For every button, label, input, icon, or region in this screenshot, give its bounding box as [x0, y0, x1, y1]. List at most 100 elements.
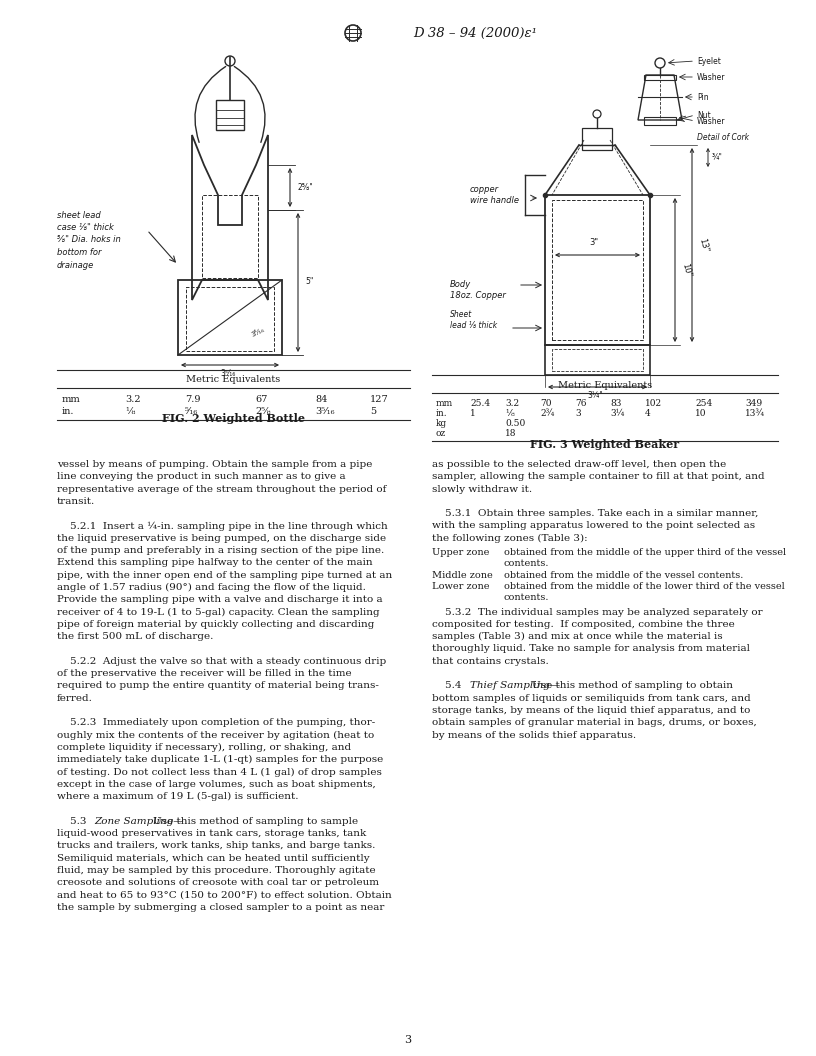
Text: with the sampling apparatus lowered to the point selected as: with the sampling apparatus lowered to t…: [432, 522, 755, 530]
Text: Metric Equivalents: Metric Equivalents: [186, 376, 281, 384]
Text: Nut: Nut: [697, 111, 711, 119]
Text: 18: 18: [505, 429, 517, 437]
Text: Metric Equivalents: Metric Equivalents: [558, 380, 652, 390]
Text: 3.2: 3.2: [125, 396, 140, 404]
Text: Use this method of sampling to sample: Use this method of sampling to sample: [153, 816, 358, 826]
Bar: [644, 75, 676, 80]
Text: complete liquidity if necessary), rolling, or shaking, and: complete liquidity if necessary), rollin…: [57, 743, 351, 752]
Text: 84: 84: [315, 396, 327, 404]
Text: 2¾: 2¾: [540, 409, 554, 417]
Text: that contains crystals.: that contains crystals.: [432, 657, 548, 665]
Text: vessel by means of pumping. Obtain the sample from a pipe: vessel by means of pumping. Obtain the s…: [57, 460, 372, 469]
Text: obtained from the middle of the lower third of the vessel: obtained from the middle of the lower th…: [504, 582, 785, 591]
Text: transit.: transit.: [57, 497, 95, 506]
Text: and heat to 65 to 93°C (150 to 200°F) to effect solution. Obtain: and heat to 65 to 93°C (150 to 200°F) to…: [57, 890, 392, 900]
Text: Body
18oz. Copper: Body 18oz. Copper: [450, 280, 506, 300]
Text: bottom samples of liquids or semiliquids from tank cars, and: bottom samples of liquids or semiliquids…: [432, 694, 751, 702]
Text: trucks and trailers, work tanks, ship tanks, and barge tanks.: trucks and trailers, work tanks, ship ta…: [57, 842, 375, 850]
Text: oughly mix the contents of the receiver by agitation (heat to: oughly mix the contents of the receiver …: [57, 731, 375, 739]
Bar: [216, 100, 244, 130]
Text: of testing. Do not collect less than 4 L (1 gal) of drop samples: of testing. Do not collect less than 4 L…: [57, 768, 382, 776]
Text: creosote and solutions of creosote with coal tar or petroleum: creosote and solutions of creosote with …: [57, 879, 379, 887]
Text: pipe, with the inner open end of the sampling pipe turned at an: pipe, with the inner open end of the sam…: [57, 570, 392, 580]
Text: sheet lead
case ⅛" thick
⅝" Dia. hoks in
bottom for
drainage: sheet lead case ⅛" thick ⅝" Dia. hoks in…: [57, 210, 121, 269]
Text: oz: oz: [436, 429, 446, 437]
Text: 3: 3: [405, 1035, 411, 1045]
Text: thoroughly liquid. Take no sample for analysis from material: thoroughly liquid. Take no sample for an…: [432, 644, 750, 654]
Bar: [582, 128, 612, 150]
Text: sampler, allowing the sample container to fill at that point, and: sampler, allowing the sample container t…: [432, 472, 765, 482]
Bar: [178, 280, 282, 355]
Text: Eyelet: Eyelet: [697, 57, 721, 65]
Text: of the pump and preferably in a rising section of the pipe line.: of the pump and preferably in a rising s…: [57, 546, 384, 555]
Text: 2⅝": 2⅝": [297, 183, 313, 191]
Text: FIG. 2 Weighted Bottle: FIG. 2 Weighted Bottle: [162, 413, 305, 423]
Text: 76: 76: [575, 398, 587, 408]
Text: obtain samples of granular material in bags, drums, or boxes,: obtain samples of granular material in b…: [432, 718, 756, 728]
Bar: [552, 348, 643, 371]
Text: Provide the sampling pipe with a valve and discharge it into a: Provide the sampling pipe with a valve a…: [57, 596, 383, 604]
Text: 3⁵⁄₁₆: 3⁵⁄₁₆: [315, 408, 335, 416]
Text: mm: mm: [436, 398, 453, 408]
Text: 349: 349: [745, 398, 762, 408]
Text: Washer: Washer: [697, 116, 725, 126]
Text: Semiliquid materials, which can be heated until sufficiently: Semiliquid materials, which can be heate…: [57, 853, 370, 863]
Text: 3⁵⁄₁₆: 3⁵⁄₁₆: [220, 369, 235, 377]
Text: storage tanks, by means of the liquid thief apparatus, and to: storage tanks, by means of the liquid th…: [432, 706, 751, 715]
Text: pipe of foreign material by quickly collecting and discarding: pipe of foreign material by quickly coll…: [57, 620, 375, 629]
Text: Use this method of sampling to obtain: Use this method of sampling to obtain: [532, 681, 734, 691]
Bar: [552, 200, 643, 340]
Text: by means of the solids thief apparatus.: by means of the solids thief apparatus.: [432, 731, 636, 739]
Text: 0.50: 0.50: [505, 418, 526, 428]
Text: 5.3: 5.3: [57, 816, 93, 826]
Text: 13¾: 13¾: [745, 409, 765, 417]
Text: 10: 10: [695, 409, 707, 417]
Text: Zone Sampling—: Zone Sampling—: [95, 816, 184, 826]
Text: 3¼: 3¼: [610, 409, 624, 417]
Text: composited for testing.  If composited, combine the three: composited for testing. If composited, c…: [432, 620, 734, 629]
Text: copper
wire handle: copper wire handle: [470, 185, 519, 206]
Text: receiver of 4 to 19-L (1 to 5-gal) capacity. Clean the sampling: receiver of 4 to 19-L (1 to 5-gal) capac…: [57, 607, 379, 617]
Text: 3: 3: [575, 409, 581, 417]
Text: 127: 127: [370, 396, 388, 404]
Bar: [186, 287, 274, 351]
Text: 5.2.3  Immediately upon completion of the pumping, thor-: 5.2.3 Immediately upon completion of the…: [57, 718, 375, 728]
Text: in.: in.: [436, 409, 448, 417]
Text: Extend this sampling pipe halfway to the center of the main: Extend this sampling pipe halfway to the…: [57, 559, 373, 567]
Text: slowly withdraw it.: slowly withdraw it.: [432, 485, 532, 493]
Text: the sample by submerging a closed sampler to a point as near: the sample by submerging a closed sample…: [57, 903, 384, 911]
Text: D 38 – 94 (2000)ε¹: D 38 – 94 (2000)ε¹: [413, 26, 537, 39]
Text: the liquid preservative is being pumped, on the discharge side: the liquid preservative is being pumped,…: [57, 533, 386, 543]
Text: samples (Table 3) and mix at once while the material is: samples (Table 3) and mix at once while …: [432, 633, 723, 641]
Text: liquid-wood preservatives in tank cars, storage tanks, tank: liquid-wood preservatives in tank cars, …: [57, 829, 366, 838]
Text: 25.4: 25.4: [470, 398, 490, 408]
Bar: [545, 345, 650, 375]
Text: 67: 67: [255, 396, 268, 404]
Text: required to pump the entire quantity of material being trans-: required to pump the entire quantity of …: [57, 681, 379, 691]
Text: 13": 13": [697, 237, 709, 253]
Text: contents.: contents.: [504, 560, 549, 568]
Text: FIG. 3 Weighted Beaker: FIG. 3 Weighted Beaker: [530, 439, 680, 451]
Text: ferred.: ferred.: [57, 694, 93, 702]
Text: 102: 102: [645, 398, 662, 408]
Text: 2⅝: 2⅝: [255, 408, 271, 416]
Text: ⅛: ⅛: [125, 408, 135, 416]
Text: 3⁵⁄₁₆: 3⁵⁄₁₆: [250, 326, 265, 338]
Text: obtained from the middle of the vessel contents.: obtained from the middle of the vessel c…: [504, 570, 743, 580]
Text: Upper zone: Upper zone: [432, 548, 490, 558]
Text: Lower zone: Lower zone: [432, 582, 490, 591]
Text: immediately take duplicate 1-L (1-qt) samples for the purpose: immediately take duplicate 1-L (1-qt) sa…: [57, 755, 384, 765]
Text: ⁵⁄₁₆: ⁵⁄₁₆: [185, 408, 198, 416]
Text: as possible to the selected draw-off level, then open the: as possible to the selected draw-off lev…: [432, 460, 726, 469]
Text: fluid, may be sampled by this procedure. Thoroughly agitate: fluid, may be sampled by this procedure.…: [57, 866, 375, 875]
Text: 1: 1: [470, 409, 476, 417]
Text: ¾": ¾": [712, 152, 723, 162]
Bar: [545, 195, 650, 345]
Text: Middle zone: Middle zone: [432, 570, 493, 580]
Text: the following zones (Table 3):: the following zones (Table 3):: [432, 533, 588, 543]
Text: in.: in.: [62, 408, 74, 416]
Text: 3.2: 3.2: [505, 398, 519, 408]
Text: Sheet
lead ⅛ thick: Sheet lead ⅛ thick: [450, 309, 497, 331]
Text: line conveying the product in such manner as to give a: line conveying the product in such manne…: [57, 472, 346, 482]
Text: angle of 1.57 radius (90°) and facing the flow of the liquid.: angle of 1.57 radius (90°) and facing th…: [57, 583, 366, 592]
